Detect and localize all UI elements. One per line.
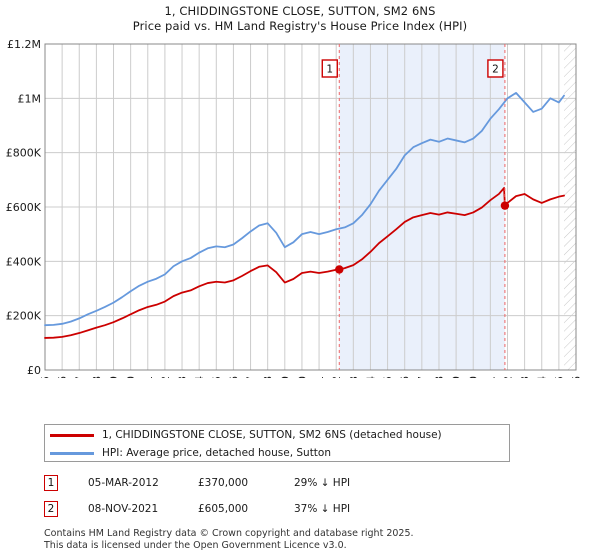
x-axis-tick-label: 2003 <box>176 376 189 378</box>
x-axis-tick-label: 2018 <box>433 376 446 378</box>
y-axis-tick-label: £400K <box>6 255 42 268</box>
transaction-price-1: £370,000 <box>198 477 249 489</box>
x-axis-tick-label: 2016 <box>399 376 412 378</box>
transaction-price-2: £605,000 <box>198 503 249 515</box>
y-axis-tick-label: £200K <box>6 310 42 323</box>
series-line-hpi <box>44 92 565 327</box>
x-axis-tick-label: 2021 <box>484 376 497 378</box>
marker-box-2 <box>487 59 504 78</box>
chart-header: 1, CHIDDINGSTONE CLOSE, SUTTON, SM2 6NS … <box>0 0 600 34</box>
y-axis-tick-label: £1.2M <box>7 38 41 51</box>
x-axis-tick-label: 2019 <box>450 376 463 378</box>
series-line-property <box>44 187 565 339</box>
x-axis-tick-label: 2017 <box>416 376 429 378</box>
transaction-delta-1: 29% ↓ HPI <box>294 477 351 489</box>
plot-border <box>44 43 577 371</box>
table-row: 1 05-MAR-2012 £370,000 29% ↓ HPI <box>44 470 524 496</box>
legend-swatch-hpi <box>50 451 94 455</box>
x-axis-tick-label: 2026 <box>570 376 583 378</box>
chart-legend: 1, CHIDDINGSTONE CLOSE, SUTTON, SM2 6NS … <box>44 424 510 462</box>
marker-label-1: 1 <box>326 64 333 76</box>
x-axis-tick-label: 1996 <box>56 376 69 378</box>
y-axis-tick-label: £1M <box>18 92 42 105</box>
x-axis-tick-label: 2006 <box>227 376 240 378</box>
x-axis-tick-label: 2023 <box>519 376 532 378</box>
legend-item-property: 1, CHIDDINGSTONE CLOSE, SUTTON, SM2 6NS … <box>50 426 509 444</box>
x-axis-tick-label: 2001 <box>142 376 155 378</box>
transaction-badge-2: 2 <box>44 501 58 517</box>
transaction-date-1: 05-MAR-2012 <box>88 477 159 489</box>
transactions-table: 1 05-MAR-2012 £370,000 29% ↓ HPI 2 08-NO… <box>44 470 524 522</box>
footer-line-1: Contains HM Land Registry data © Crown c… <box>44 528 414 539</box>
x-axis-tick-label: 2012 <box>330 376 343 378</box>
x-axis-tick-label: 2024 <box>536 376 549 378</box>
chart-canvas: 1995 1996 1997 1998 1999 2000 2001 2002 2003 2004… <box>6 38 583 378</box>
x-axis-tick-label: 2010 <box>296 376 309 378</box>
x-axis-tick-label: 1998 <box>90 376 103 378</box>
x-axis-tick-label: 2000 <box>125 376 138 378</box>
marker-dot-1 <box>335 265 344 274</box>
transaction-badge-1: 1 <box>44 475 58 491</box>
transaction-delta-2: 37% ↓ HPI <box>294 503 351 515</box>
attribution-footer: Contains HM Land Registry data © Crown c… <box>44 528 584 551</box>
x-axis-tick-label: 2022 <box>501 376 514 378</box>
x-axis-tick-label: 2025 <box>553 376 566 378</box>
price-history-chart: 1995 1996 1997 1998 1999 2000 2001 2002 2003 2004… <box>0 38 600 378</box>
x-axis-tick-label: 2011 <box>313 376 326 378</box>
x-axis-tick-label: 2013 <box>347 376 360 378</box>
marker-label-2: 2 <box>492 64 499 76</box>
transaction-date-2: 08-NOV-2021 <box>88 503 159 515</box>
x-axis-tick-label: 2002 <box>159 376 172 378</box>
x-axis-tick-label: 1995 <box>39 376 52 378</box>
x-axis-tick-label: 2005 <box>210 376 223 378</box>
x-axis-tick-label: 1997 <box>73 376 86 378</box>
legend-item-hpi: HPI: Average price, detached house, Sutt… <box>50 444 509 462</box>
x-axis-tick-label: 1999 <box>108 376 121 378</box>
page-subtitle: Price paid vs. HM Land Registry's House … <box>132 19 468 33</box>
table-row: 2 08-NOV-2021 £605,000 37% ↓ HPI <box>44 496 524 522</box>
y-axis-tick-label: £800K <box>6 147 42 160</box>
y-axis-tick-label: £600K <box>6 201 42 214</box>
x-axis-tick-label: 2020 <box>467 376 480 378</box>
marker-dot-2 <box>500 201 510 210</box>
x-axis-tick-label: 2009 <box>279 376 292 378</box>
x-axis-tick-label: 2008 <box>262 376 275 378</box>
x-axis-tick-label: 2004 <box>193 376 206 378</box>
x-axis-tick-label: 2007 <box>245 376 258 378</box>
legend-swatch-property <box>50 433 94 437</box>
page-title: 1, CHIDDINGSTONE CLOSE, SUTTON, SM2 6NS <box>164 4 436 18</box>
legend-label-property: 1, CHIDDINGSTONE CLOSE, SUTTON, SM2 6NS … <box>102 429 442 441</box>
y-axis-tick-label: £0 <box>27 364 41 377</box>
x-axis-tick-label: 2014 <box>364 376 377 378</box>
x-axis-tick-label: 2015 <box>382 376 395 378</box>
footer-line-2: This data is licensed under the Open Gov… <box>44 539 347 551</box>
legend-label-hpi: HPI: Average price, detached house, Sutt… <box>102 447 332 459</box>
marker-box-1 <box>321 59 338 78</box>
